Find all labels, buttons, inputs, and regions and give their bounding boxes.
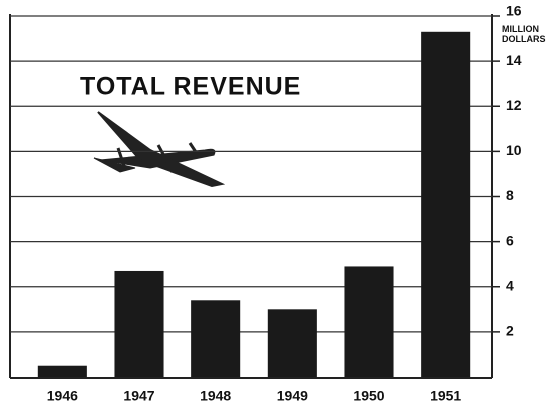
bar bbox=[421, 32, 470, 377]
x-tick-label: 1948 bbox=[200, 388, 231, 404]
bar bbox=[191, 300, 240, 377]
page: {"chart_data": {"type": "bar", "title": … bbox=[0, 0, 548, 410]
y-tick-label: 8 bbox=[506, 187, 514, 203]
bar bbox=[114, 271, 163, 377]
y-tick-label: 14 bbox=[506, 52, 522, 68]
x-tick-label: 1949 bbox=[277, 388, 308, 404]
y-tick-label: 2 bbox=[506, 323, 514, 339]
y-axis-unit: MILLION DOLLARS bbox=[502, 24, 548, 44]
airplane-illustration bbox=[94, 112, 222, 186]
bar bbox=[38, 366, 87, 377]
chart-title: TOTAL REVENUE bbox=[80, 73, 301, 101]
y-tick-label: 16 bbox=[506, 3, 522, 19]
y-tick-label: 6 bbox=[506, 232, 514, 248]
chart: TOTAL REVENUE 2 4 6 8 10 12 14 16 1946 1947 1948 19… bbox=[0, 0, 548, 410]
bar bbox=[268, 309, 317, 377]
y-tick-label: 12 bbox=[506, 97, 522, 113]
x-tick-label: 1950 bbox=[353, 388, 384, 404]
y-tick-label: 4 bbox=[506, 277, 514, 293]
x-tick-label: 1946 bbox=[47, 388, 78, 404]
y-tick-label: 10 bbox=[506, 142, 522, 158]
x-tick-label: 1947 bbox=[123, 388, 154, 404]
x-tick-label: 1951 bbox=[430, 388, 461, 404]
bar bbox=[344, 266, 393, 377]
